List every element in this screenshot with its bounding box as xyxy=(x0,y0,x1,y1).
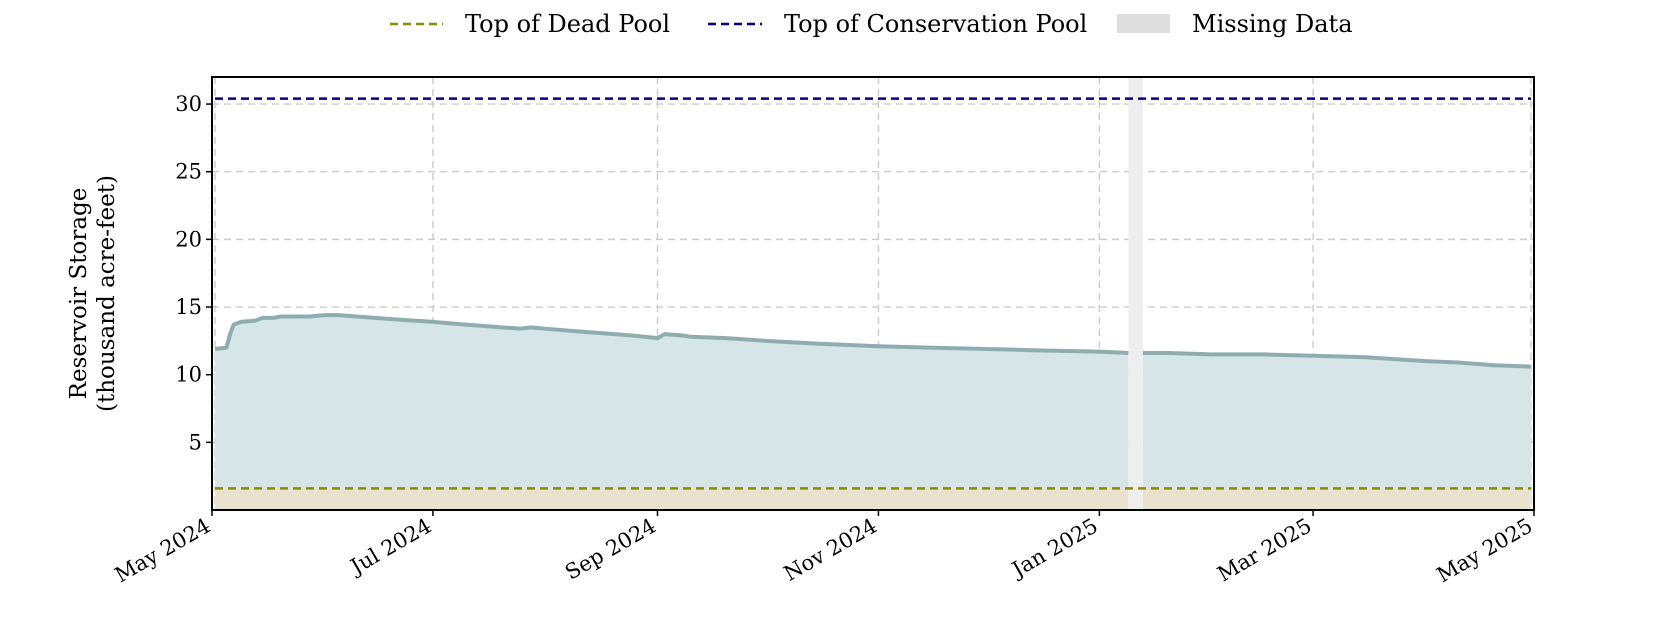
dead-pool-fill xyxy=(215,488,1129,510)
y-tick-label: 20 xyxy=(175,227,202,251)
y-tick-label: 5 xyxy=(189,430,202,454)
x-tick-label: Mar 2025 xyxy=(1213,514,1315,587)
y-axis-label-line-2: (thousand acre-feet) xyxy=(94,175,120,412)
fills xyxy=(215,77,1531,510)
storage-line xyxy=(1142,351,1532,369)
legend-missing-data-swatch xyxy=(1117,14,1170,33)
storage-area-fill xyxy=(215,315,1129,489)
y-tick-label: 15 xyxy=(175,295,202,319)
y-axis-label-line-1: Reservoir Storage xyxy=(66,188,92,400)
x-tick-label: May 2025 xyxy=(1433,514,1537,588)
x-tick-label: Jan 2025 xyxy=(1006,514,1102,583)
legend-missing-data-label: Missing Data xyxy=(1192,10,1353,38)
series xyxy=(214,313,1532,369)
y-axis-label: Reservoir Storage (thousand acre-feet) xyxy=(66,175,120,412)
reference-lines xyxy=(215,97,1531,490)
x-tick-label: Jul 2024 xyxy=(345,514,436,580)
legend-dead-pool-label: Top of Dead Pool xyxy=(465,10,670,38)
x-tick-label: May 2024 xyxy=(111,514,215,588)
y-tick-label: 10 xyxy=(175,363,202,387)
storage-line xyxy=(214,313,1129,356)
legend: Top of Dead Pool Top of Conservation Poo… xyxy=(390,10,1353,38)
plot-frame xyxy=(211,76,1535,511)
legend-conservation-pool-label: Top of Conservation Pool xyxy=(784,10,1087,38)
dead-pool-fill xyxy=(1142,488,1531,510)
x-axis-ticks: May 2024 Jul 2024 Sep 2024 Nov 2024 Jan 2025… xyxy=(111,510,1537,587)
y-tick-label: 30 xyxy=(175,92,202,116)
y-axis-ticks: 5 10 15 20 25 30 xyxy=(175,92,212,454)
missing-data-band xyxy=(1128,77,1143,510)
plot-area xyxy=(211,76,1535,511)
x-tick-label: Sep 2024 xyxy=(561,514,660,585)
x-tick-label: Nov 2024 xyxy=(780,514,881,586)
storage-area-fill xyxy=(1142,353,1531,489)
y-tick-label: 25 xyxy=(175,160,202,184)
